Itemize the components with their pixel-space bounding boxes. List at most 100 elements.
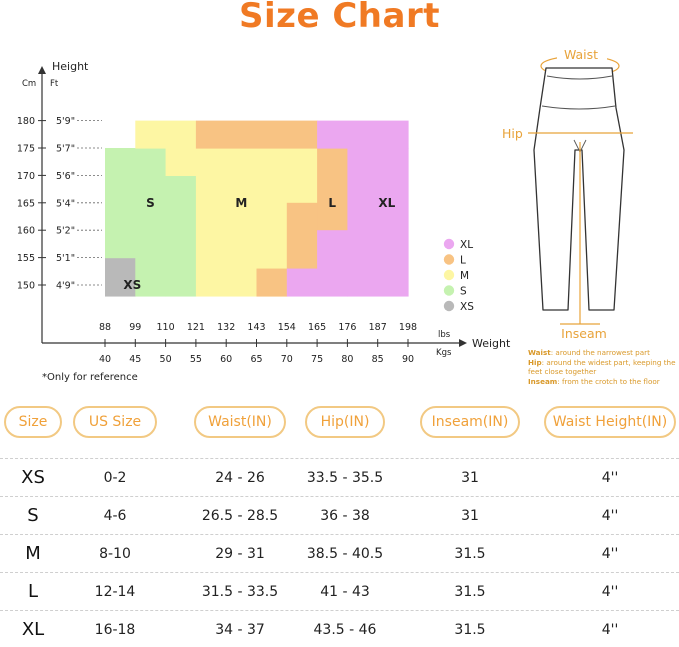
table-cell: 33.5 - 35.5 — [306, 470, 384, 486]
table-cell: 38.5 - 40.5 — [306, 546, 384, 562]
y-tick-label-ft: 5'2" — [56, 226, 75, 237]
table-cell: 29 - 31 — [215, 546, 265, 562]
y-tick-label-cm: 150 — [17, 281, 35, 292]
row-divider — [0, 610, 679, 611]
table-cell: 8-10 — [99, 546, 131, 562]
table-cell: 4'' — [601, 622, 619, 638]
size-region-xl — [317, 230, 348, 270]
table-cell: 41 - 43 — [320, 584, 370, 600]
x-tick-label-kgs: 70 — [281, 354, 293, 365]
y-unit-ft: Ft — [50, 79, 59, 89]
x-tick-label-lbs: 99 — [129, 322, 141, 333]
size-name-cell: L — [27, 581, 39, 602]
y-unit-cm: Cm — [22, 79, 36, 89]
x-tick-label-kgs: 40 — [99, 354, 111, 365]
legend-label-xs: XS — [460, 301, 474, 313]
size-region-s — [165, 175, 197, 297]
row-divider — [0, 572, 679, 573]
size-region-xl — [286, 268, 348, 297]
x-tick-label-kgs: 85 — [372, 354, 384, 365]
table-cell: 12-14 — [94, 584, 136, 600]
table-cell: 16-18 — [94, 622, 136, 638]
legend-label-m: M — [460, 270, 469, 282]
row-divider — [0, 496, 679, 497]
size-region-s — [105, 148, 167, 259]
legend-swatch-xl — [443, 238, 455, 250]
x-tick-label-kgs: 45 — [129, 354, 141, 365]
x-tick-label-lbs: 198 — [399, 322, 417, 333]
table-cell: 4'' — [601, 470, 619, 486]
y-axis-title: Height — [52, 60, 89, 73]
header-inseam-in: Inseam(IN) — [420, 406, 520, 438]
size-region-s — [135, 257, 167, 297]
header-size: Size — [4, 406, 62, 438]
legend-swatch-m — [443, 269, 455, 281]
size-region-m — [165, 148, 197, 176]
legend-swatch-s — [443, 285, 455, 296]
hip-note: Hip: around the widest part, keeping the… — [528, 357, 676, 377]
size-name-cell: M — [25, 543, 41, 564]
table-cell: 31.5 — [454, 622, 486, 638]
table-cell: 36 - 38 — [320, 508, 370, 524]
x-tick-label-lbs: 121 — [187, 322, 205, 333]
reference-note: *Only for reference — [42, 372, 138, 383]
table-cell: 34 - 37 — [215, 622, 265, 638]
x-tick-label-kgs: 65 — [250, 354, 262, 365]
x-tick-label-lbs: 132 — [217, 322, 235, 333]
y-tick-label-cm: 170 — [17, 171, 35, 182]
page-title: Size Chart — [239, 0, 440, 36]
table-cell: 4'' — [601, 546, 619, 562]
region-label: L — [328, 196, 336, 210]
size-region-l — [256, 268, 288, 297]
table-cell: 31 — [461, 508, 479, 524]
y-tick-label-cm: 175 — [17, 144, 35, 155]
size-region-m — [135, 120, 197, 149]
table-cell: 31.5 — [454, 584, 486, 600]
x-tick-label-kgs: 60 — [220, 354, 232, 365]
y-tick-label-cm: 155 — [17, 253, 35, 264]
region-label: S — [146, 196, 155, 210]
y-tick-label-ft: 5'9" — [56, 116, 75, 127]
legend-label-l: L — [460, 255, 466, 267]
x-tick-label-lbs: 176 — [338, 322, 356, 333]
header-us-size: US Size — [73, 406, 157, 438]
x-tick-label-lbs: 88 — [99, 322, 111, 333]
x-axis-title: Weight — [472, 337, 511, 350]
region-label: XS — [123, 278, 141, 292]
hip-label: Hip — [502, 126, 523, 141]
table-cell: 31 — [461, 470, 479, 486]
table-cell: 4-6 — [103, 508, 127, 524]
y-tick-label-cm: 160 — [17, 226, 35, 237]
table-cell: 26.5 - 28.5 — [201, 508, 279, 524]
inseam-label: Inseam — [561, 326, 607, 341]
x-unit-kgs: Kgs — [436, 348, 452, 358]
leggings-outline — [533, 67, 625, 311]
table-cell: 31.5 - 33.5 — [201, 584, 279, 600]
x-tick-label-kgs: 55 — [190, 354, 202, 365]
y-tick-label-ft: 5'6" — [56, 171, 75, 182]
region-label: XL — [378, 196, 395, 210]
y-tick-label-cm: 165 — [17, 198, 35, 209]
size-region-xl — [347, 148, 409, 297]
y-tick-label-cm: 180 — [17, 116, 35, 127]
legend-label-s: S — [460, 286, 467, 298]
header-waist-in: Waist(IN) — [194, 406, 286, 438]
legend-swatch-l — [443, 254, 455, 265]
row-divider — [0, 534, 679, 535]
x-tick-label-lbs: 154 — [278, 322, 296, 333]
header-hip-in: Hip(IN) — [305, 406, 385, 438]
inseam-note: Inseam: from the crotch to the floor — [528, 376, 660, 386]
x-tick-label-lbs: 110 — [157, 322, 175, 333]
size-name-cell: XS — [21, 467, 45, 488]
header-waist-height-in: Waist Height(IN) — [544, 406, 676, 438]
x-tick-label-kgs: 80 — [341, 354, 353, 365]
waistband-seam — [546, 75, 613, 80]
table-cell: 4'' — [601, 508, 619, 524]
size-name-cell: XL — [21, 619, 45, 640]
x-tick-label-kgs: 75 — [311, 354, 323, 365]
hip-seam — [541, 105, 616, 110]
y-tick-label-ft: 5'1" — [56, 253, 75, 264]
size-name-cell: S — [27, 505, 39, 526]
legend-swatch-xs — [443, 300, 455, 312]
